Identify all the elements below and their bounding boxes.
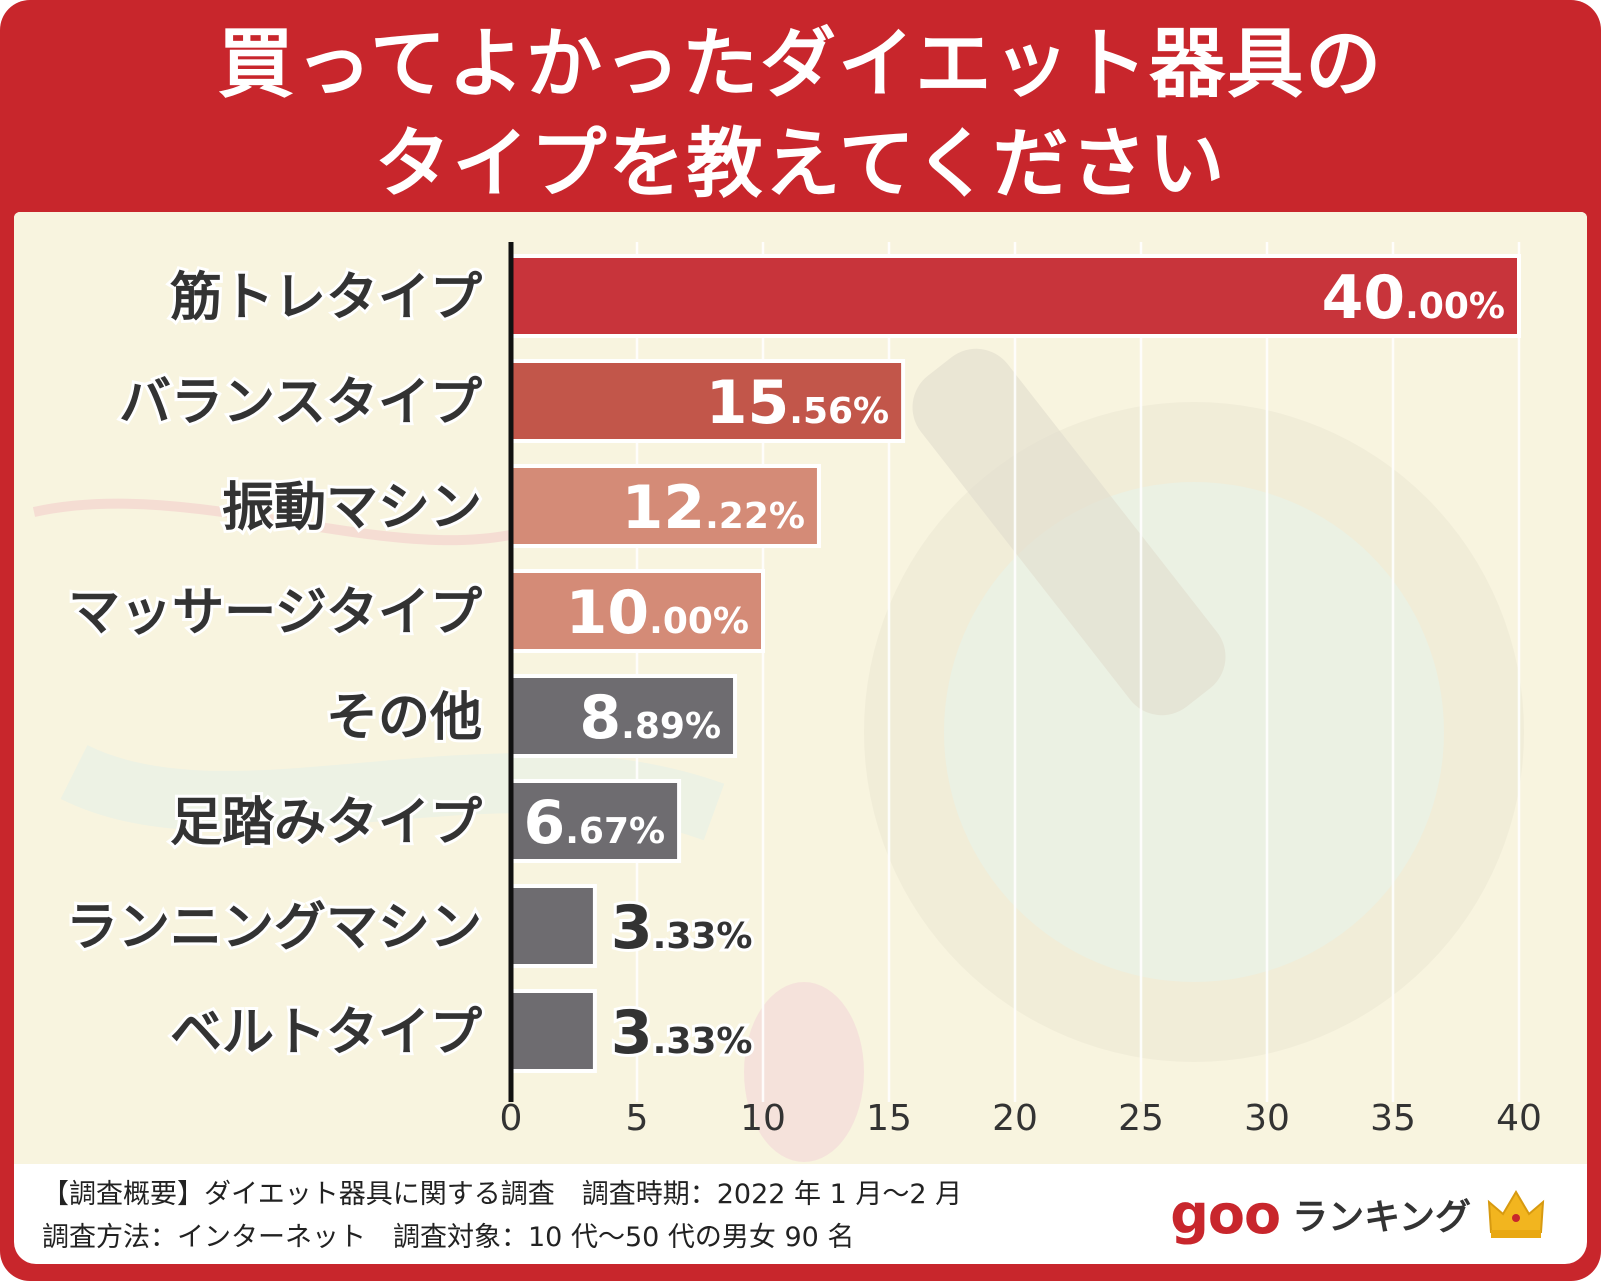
chart-panel: 0 5 10 15 20 25 30 35 40 筋トレタイプ 40.00% バランスタイプ 15.56… xyxy=(14,212,1587,1264)
footer: 【調査概要】ダイエット器具に関する調査 調査時期：2022 年 1 月～2 月 … xyxy=(14,1164,1587,1264)
value-label: 10.00% xyxy=(566,578,749,648)
x-tick-label: 5 xyxy=(626,1098,649,1139)
survey-summary-line-2: 調査方法：インターネット 調査対象：10 代～50 代の男女 90 名 xyxy=(42,1222,855,1253)
crown-icon xyxy=(1487,1190,1545,1238)
category-label: 足踏みタイプ xyxy=(170,793,482,853)
category-label: バランスタイプ xyxy=(119,373,482,433)
goo-ranking-logo: goo ランキング xyxy=(1170,1182,1547,1246)
category-label: 筋トレタイプ xyxy=(170,268,482,328)
category-label: ベルトタイプ xyxy=(170,1003,482,1063)
logo-brand: goo xyxy=(1170,1182,1281,1246)
x-tick-label: 35 xyxy=(1370,1098,1416,1139)
category-label: マッサージタイプ xyxy=(68,583,482,643)
bar xyxy=(509,674,738,758)
value-label: 3.33% xyxy=(611,893,753,963)
x-tick-label: 25 xyxy=(1118,1098,1164,1139)
chart-title: 買ってよかったダイエット器具の タイプを教えてください xyxy=(0,14,1601,214)
bar-chart: 0 5 10 15 20 25 30 35 40 筋トレタイプ 40.00% バランスタイプ 15.56… xyxy=(63,242,1542,1139)
survey-summary-line-1: 【調査概要】ダイエット器具に関する調査 調査時期：2022 年 1 月～2 月 xyxy=(42,1179,963,1210)
value-label: 6.67% xyxy=(523,788,665,858)
value-label: 15.56% xyxy=(706,368,889,438)
category-label: ランニングマシン xyxy=(66,898,482,958)
x-tick-label: 20 xyxy=(992,1098,1038,1139)
value-label: 12.22% xyxy=(622,473,805,543)
x-tick-label: 40 xyxy=(1496,1098,1542,1139)
value-label: 8.89% xyxy=(579,683,721,753)
bar xyxy=(509,254,1521,338)
bar xyxy=(509,359,906,443)
x-tick-label: 15 xyxy=(866,1098,912,1139)
plot-background xyxy=(14,212,1587,1164)
bar xyxy=(509,989,597,1073)
bar xyxy=(509,464,821,548)
x-tick-label: 10 xyxy=(740,1098,786,1139)
value-label: 40.00% xyxy=(1322,263,1505,333)
bar xyxy=(509,884,597,968)
category-label: 振動マシン xyxy=(222,478,482,538)
category-label: その他 xyxy=(326,688,482,748)
title-line-1: 買ってよかったダイエット器具の xyxy=(217,19,1384,108)
x-tick-label: 0 xyxy=(500,1098,523,1139)
title-line-2: タイプを教えてください xyxy=(374,119,1227,208)
value-label: 3.33% xyxy=(611,998,753,1068)
logo-text: ランキング xyxy=(1292,1197,1471,1238)
x-tick-label: 30 xyxy=(1244,1098,1290,1139)
